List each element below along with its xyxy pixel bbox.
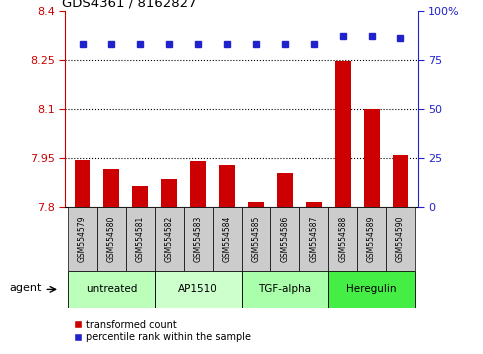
Text: GSM554581: GSM554581 — [136, 216, 145, 262]
Text: GSM554580: GSM554580 — [107, 216, 116, 262]
Bar — [103, 170, 119, 207]
Bar — [242, 207, 270, 271]
Text: GSM554586: GSM554586 — [280, 216, 289, 262]
Text: GSM554584: GSM554584 — [223, 216, 231, 262]
Bar — [132, 186, 148, 207]
Legend: transformed count, percentile rank within the sample: transformed count, percentile rank withi… — [70, 316, 255, 346]
Text: agent: agent — [10, 282, 42, 292]
Bar — [364, 109, 380, 207]
Text: Heregulin: Heregulin — [346, 284, 397, 295]
Text: GSM554585: GSM554585 — [252, 216, 260, 262]
Text: TGF-alpha: TGF-alpha — [258, 284, 312, 295]
Bar — [386, 207, 415, 271]
Bar — [184, 207, 213, 271]
Bar — [68, 207, 97, 271]
Text: GSM554583: GSM554583 — [194, 216, 203, 262]
Text: GSM554590: GSM554590 — [396, 216, 405, 262]
Bar — [299, 207, 328, 271]
Bar — [74, 160, 90, 207]
Bar — [219, 165, 235, 207]
Bar — [161, 179, 177, 207]
Text: AP1510: AP1510 — [178, 284, 218, 295]
Bar — [328, 207, 357, 271]
Text: GSM554588: GSM554588 — [338, 216, 347, 262]
Bar — [357, 207, 386, 271]
Bar — [68, 271, 155, 308]
Bar — [190, 161, 206, 207]
Text: GSM554587: GSM554587 — [309, 216, 318, 262]
Text: untreated: untreated — [86, 284, 137, 295]
Bar — [270, 207, 299, 271]
Bar — [248, 202, 264, 207]
Bar — [155, 271, 242, 308]
Bar — [97, 207, 126, 271]
Bar — [306, 202, 322, 207]
Bar — [213, 207, 242, 271]
Bar — [277, 173, 293, 207]
Text: GSM554589: GSM554589 — [367, 216, 376, 262]
Bar — [335, 61, 351, 207]
Bar — [328, 271, 415, 308]
Text: GSM554582: GSM554582 — [165, 216, 174, 262]
Text: GSM554579: GSM554579 — [78, 216, 87, 262]
Bar — [155, 207, 184, 271]
Bar — [393, 155, 409, 207]
Bar — [242, 271, 328, 308]
Bar — [126, 207, 155, 271]
Text: GDS4361 / 8162827: GDS4361 / 8162827 — [62, 0, 196, 10]
